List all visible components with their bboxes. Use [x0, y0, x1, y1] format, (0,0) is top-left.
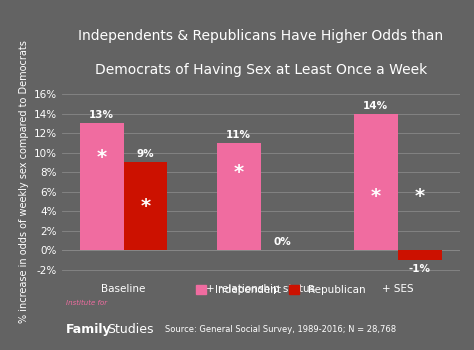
- Bar: [354, 114, 398, 250]
- Text: Institute for: Institute for: [65, 300, 107, 306]
- Text: Family: Family: [65, 323, 111, 336]
- Legend: Independent, Republican: Independent, Republican: [191, 281, 370, 300]
- Text: Democrats of Having Sex at Least Once a Week: Democrats of Having Sex at Least Once a …: [95, 63, 427, 77]
- Text: 13%: 13%: [89, 111, 114, 120]
- Text: *: *: [234, 163, 244, 182]
- Text: -1%: -1%: [409, 264, 431, 274]
- Text: Studies: Studies: [108, 323, 154, 336]
- Text: *: *: [415, 187, 425, 206]
- Text: 0%: 0%: [274, 237, 292, 247]
- Text: 11%: 11%: [226, 130, 251, 140]
- Y-axis label: % increase in odds of weekly sex compared to Democrats: % increase in odds of weekly sex compare…: [19, 40, 29, 323]
- Text: Source: General Social Survey, 1989-2016; N = 28,768: Source: General Social Survey, 1989-2016…: [165, 325, 396, 334]
- Bar: [80, 124, 124, 250]
- Bar: [124, 162, 167, 250]
- Text: *: *: [140, 197, 151, 216]
- Text: 9%: 9%: [137, 149, 155, 160]
- Text: Independents & Republicans Have Higher Odds than: Independents & Republicans Have Higher O…: [78, 29, 443, 43]
- Text: *: *: [97, 148, 107, 167]
- Bar: [217, 143, 261, 250]
- Text: 14%: 14%: [363, 101, 388, 111]
- Bar: [398, 250, 442, 260]
- Text: *: *: [371, 187, 381, 206]
